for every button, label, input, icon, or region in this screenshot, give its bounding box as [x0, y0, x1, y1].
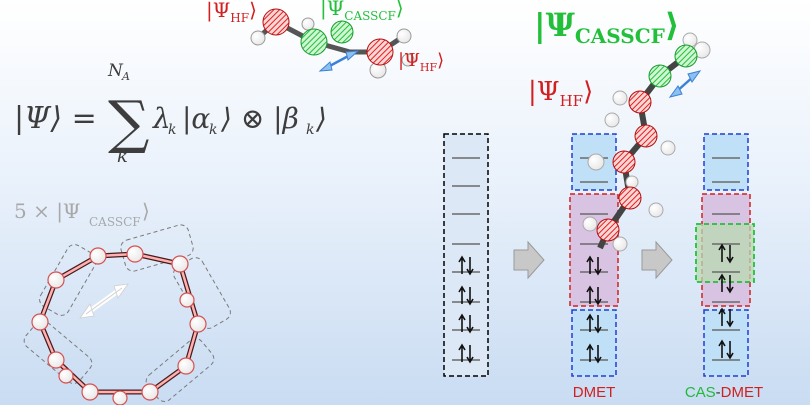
chain-hydrogens: [582, 32, 711, 252]
spin-down-arrow: [466, 287, 474, 306]
spin-up-arrow: [458, 285, 466, 304]
sum-upper-sub: A: [121, 70, 130, 83]
ring-atoms: [31, 245, 207, 405]
term-beta-sub: k: [306, 122, 314, 138]
orbital-column-dmet: DMET: [569, 133, 619, 401]
summation-sign: ∑: [108, 88, 149, 156]
orbital-column-full: [443, 133, 489, 377]
top-casscf-atom-2: [330, 20, 354, 44]
decagon-ring: [23, 224, 231, 405]
spin-down-arrow: [726, 275, 734, 294]
spin-up-arrow: [586, 313, 594, 332]
spin-down-arrow: [594, 287, 602, 306]
cas-column-spins: [718, 243, 734, 360]
dmet-bath-box-bottom: [571, 309, 617, 377]
dmet-fragment-box: [569, 193, 619, 307]
full-column-spins: [458, 255, 474, 364]
spin-down-arrow: [726, 309, 734, 328]
ring-label-prefix: 5 × |Ψ: [14, 199, 80, 224]
spin-up-arrow: [458, 255, 466, 274]
full-column-box: [443, 133, 489, 377]
cas-bath-box-top: [703, 133, 749, 191]
top-ket-hf-right: |ΨHF⟩: [398, 50, 444, 74]
spin-down-arrow: [726, 341, 734, 360]
term-lambda-sub: k: [168, 122, 176, 138]
top-ket-casscf: |ΨCASSCF⟩: [320, 0, 404, 23]
top-hf-atom-2: [366, 38, 394, 66]
spin-up-arrow: [586, 343, 594, 362]
chain-hf-atoms: [596, 90, 658, 242]
spin-up-arrow: [586, 255, 594, 274]
ket-hf-large: |ΨHF⟩: [528, 77, 593, 110]
spin-up-arrow: [718, 243, 726, 262]
chain-casscf-atoms: [648, 44, 698, 88]
dmet-column-spins: [586, 255, 602, 364]
sum-lower: k: [117, 146, 128, 167]
spin-up-arrow: [718, 339, 726, 358]
spin-down-arrow: [594, 315, 602, 334]
cas-active-space-box: [695, 223, 755, 283]
spin-down-arrow: [466, 345, 474, 364]
dmet-label: DMET: [573, 384, 616, 401]
ring-label-close: ⟩: [142, 199, 150, 223]
full-column-levels: [452, 157, 480, 361]
cas-bath-box-bottom: [703, 309, 749, 377]
top-molecule-hydrogens: [250, 17, 415, 79]
ring-label-sub: CASSCF: [89, 215, 141, 229]
term-lambda: λ: [152, 102, 171, 135]
chain-molecule: [582, 32, 711, 252]
spin-down-arrow: [466, 257, 474, 276]
term-alpha-sub: k: [209, 122, 217, 138]
spin-down-arrow: [466, 315, 474, 334]
formula-lhs: |Ψ⟩ =: [14, 101, 97, 136]
spin-up-arrow: [458, 343, 466, 362]
cas-column-levels: [712, 157, 740, 361]
formula-close: ⟩: [315, 102, 327, 135]
ket-casscf-large: |ΨCASSCF⟩: [534, 6, 679, 48]
transition-arrow-2: [641, 240, 673, 280]
transition-arrow-1: [513, 240, 545, 280]
spin-down-arrow: [594, 257, 602, 276]
spin-up-arrow: [586, 285, 594, 304]
spin-up-arrow: [458, 313, 466, 332]
top-casscf-atom-1: [300, 28, 328, 56]
spin-down-arrow: [726, 245, 734, 264]
spin-up-arrow: [718, 273, 726, 292]
ring-double-arrow: [79, 283, 129, 319]
spin-up-arrow: [718, 307, 726, 326]
entanglement-formula: |Ψ⟩ = ∑ N A k λ k |α k ⟩ ⊗ |β k ⟩: [14, 61, 327, 167]
spin-down-arrow: [594, 345, 602, 364]
term-alpha: |α: [182, 102, 210, 135]
top-double-arrow: [318, 50, 360, 72]
chain-double-arrow: [668, 70, 702, 98]
top-hf-atom-1: [262, 8, 290, 36]
top-ket-hf-left: |ΨHF⟩: [206, 0, 257, 25]
orbital-column-cas-dmet: CAS-DMET: [685, 133, 763, 401]
fragment-outlines: [23, 224, 231, 402]
top-molecule: |ΨHF⟩ |ΨCASSCF⟩ |ΨHF⟩: [206, 0, 444, 79]
cas-dmet-label: CAS-DMET: [685, 384, 763, 401]
ring-label: 5 × |Ψ CASSCF ⟩: [14, 199, 150, 229]
sum-upper: N: [107, 61, 124, 81]
term-otimes-beta: ⟩ ⊗ |β: [220, 102, 299, 135]
